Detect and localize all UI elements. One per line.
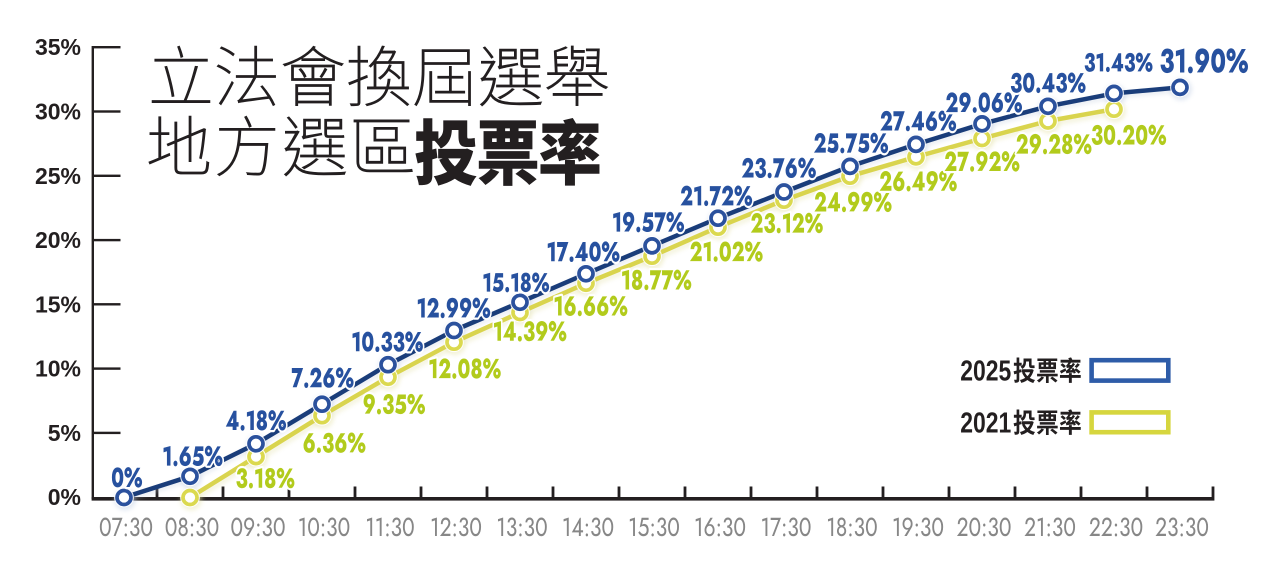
svg-text:2021: 2021 bbox=[960, 408, 1011, 440]
svg-text:20%: 20% bbox=[35, 227, 81, 253]
svg-text:2025: 2025 bbox=[960, 356, 1011, 388]
svg-text:5%: 5% bbox=[48, 420, 81, 446]
svg-text:15%: 15% bbox=[35, 291, 81, 317]
svg-text:35%: 35% bbox=[35, 34, 81, 60]
svg-text:30%: 30% bbox=[35, 99, 81, 125]
svg-text:0%: 0% bbox=[48, 484, 81, 510]
svg-text:10%: 10% bbox=[35, 356, 81, 382]
svg-text:25%: 25% bbox=[35, 163, 81, 189]
